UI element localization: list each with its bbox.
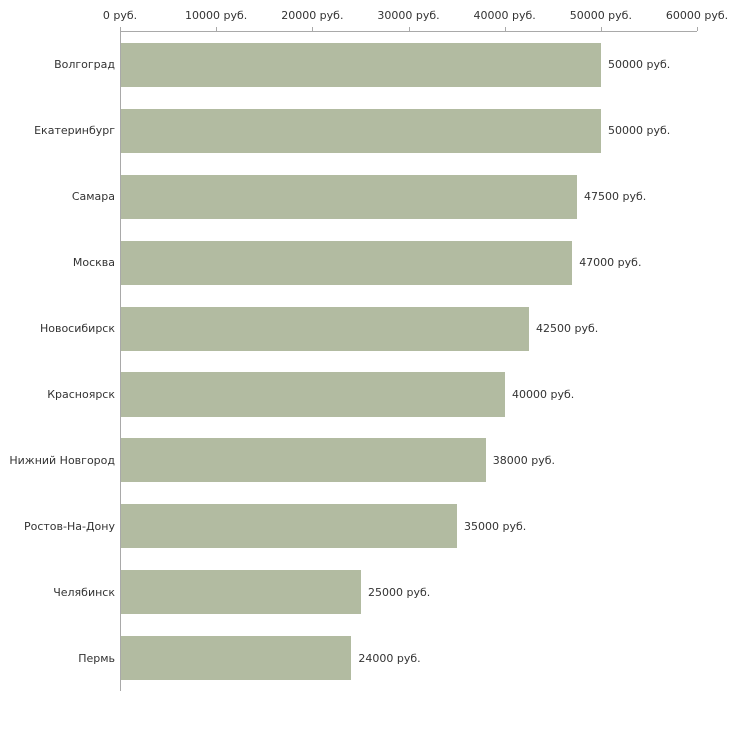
category-label: Челябинск <box>53 585 115 599</box>
bar <box>121 636 352 681</box>
bar-row: Нижний Новгород 38000 руб. <box>9 427 697 493</box>
bar-row: Ростов-На-Дону 35000 руб. <box>24 493 697 559</box>
bar-row: Екатеринбург 50000 руб. <box>34 98 697 164</box>
bar-row: Новосибирск 42500 руб. <box>40 296 697 362</box>
bar-row: Самара 47500 руб. <box>72 164 697 230</box>
value-label: 42500 руб. <box>536 322 599 336</box>
category-label: Екатеринбург <box>34 124 115 138</box>
value-label: 47000 руб. <box>579 256 642 270</box>
bar <box>121 42 601 88</box>
x-axis-tick-label: 30000 руб. <box>377 9 440 22</box>
bar <box>121 570 361 615</box>
bar <box>121 240 573 285</box>
x-axis-tick-label: 40000 руб. <box>473 9 536 22</box>
category-label: Нижний Новгород <box>9 453 115 467</box>
value-label: 35000 руб. <box>464 519 527 533</box>
x-axis-tick-label: 20000 руб. <box>281 9 344 22</box>
bar <box>121 108 601 153</box>
x-axis-tick-label: 10000 руб. <box>185 9 248 22</box>
category-label: Новосибирск <box>39 322 115 336</box>
bar-row: Пермь 24000 руб. <box>78 625 697 691</box>
value-label: 38000 руб. <box>492 453 556 467</box>
bar <box>121 174 577 219</box>
value-label: 50000 руб. <box>608 58 671 72</box>
category-label: Волгоград <box>54 58 115 72</box>
x-axis-tick-mark <box>408 27 410 31</box>
value-label: 47500 руб. <box>584 190 647 204</box>
category-label: Пермь <box>78 651 115 665</box>
x-axis-tick-mark <box>504 27 506 31</box>
x-axis-tick-mark <box>216 27 218 31</box>
bar-row: Красноярск 40000 руб. <box>47 362 697 428</box>
x-axis-tick-mark <box>120 27 121 31</box>
category-label: Москва <box>72 256 115 270</box>
bar <box>121 372 505 417</box>
x-axis: 0 руб. 10000 руб. 20000 руб. 30000 руб. 4000… <box>103 0 728 31</box>
x-axis-tick-mark <box>697 27 698 31</box>
x-axis-tick-label: 0 руб. <box>102 9 138 22</box>
value-label: 40000 руб. <box>512 387 575 401</box>
bar <box>121 438 486 483</box>
bar-row: Волгоград 50000 руб. <box>54 32 697 98</box>
x-axis-tick-label: 60000 руб. <box>665 9 729 22</box>
x-axis-tick-label: 50000 руб. <box>569 9 632 22</box>
x-axis-tick-mark <box>312 27 314 31</box>
bar-row: Челябинск 25000 руб. <box>53 559 697 625</box>
bar <box>121 306 529 351</box>
bar <box>121 504 457 549</box>
category-label: Самара <box>71 190 115 204</box>
value-label: 25000 руб. <box>368 585 431 599</box>
category-label: Красноярск <box>47 387 115 401</box>
category-label: Ростов-На-Дону <box>23 519 115 533</box>
value-label: 50000 руб. <box>608 124 671 138</box>
plot-area: Волгоград 50000 руб. Екатеринбург 50000 руб… <box>9 31 697 691</box>
value-label: 24000 руб. <box>358 651 421 665</box>
x-axis-tick-mark <box>600 27 602 31</box>
bar-row: Москва 47000 руб. <box>73 230 697 296</box>
